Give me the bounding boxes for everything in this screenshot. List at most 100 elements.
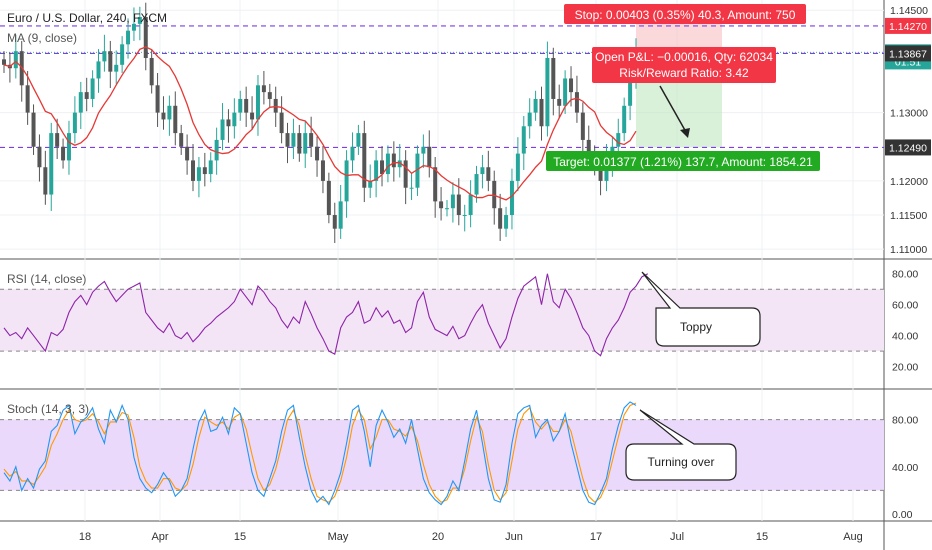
candle-body (444, 208, 449, 210)
candle-body (551, 57, 556, 99)
price-tick-label: 1.13000 (890, 108, 928, 120)
candle-body (66, 133, 71, 161)
ma-legend: MA (9, close) (7, 31, 77, 45)
candle-body (244, 98, 249, 113)
candle-body (179, 133, 184, 147)
stop-label-text: Stop: 0.00403 (0.35%) 40.3, Amount: 750 (575, 8, 796, 22)
candle-body (403, 160, 408, 188)
candle-body (545, 57, 550, 127)
rsi-title: RSI (14, close) (7, 272, 86, 286)
candle-body (161, 112, 166, 120)
candle-body (409, 187, 414, 189)
target-label[interactable]: Target: 0.01377 (1.21%) 137.7, Amount: 1… (546, 151, 820, 171)
stoch-tick-label: 80.00 (892, 415, 918, 427)
toppy-callout[interactable]: Toppy (641, 271, 761, 347)
candle-body (598, 167, 603, 181)
candle-body (143, 17, 148, 58)
candle-body (557, 98, 562, 106)
candle-body (78, 92, 83, 113)
candle-body (374, 160, 379, 181)
candle-body (25, 85, 30, 113)
candle-body (173, 105, 178, 134)
candle-body (137, 17, 142, 24)
price-axis[interactable]: 1.14500 1.13000 1.12000 1.11500 1.11000 1.142… (885, 5, 931, 256)
time-tick-label: 18 (79, 531, 91, 543)
candle-body (456, 194, 461, 216)
rsi-tick-label: 20.00 (892, 362, 918, 374)
rsi-tick-label: 60.00 (892, 300, 918, 312)
candle-body (492, 180, 497, 209)
candle-body (320, 160, 325, 181)
rsi-axis[interactable]: 80.00 60.00 40.00 20.00 (892, 269, 918, 374)
turning-over-callout[interactable]: Turning over (625, 409, 737, 481)
candle-body (628, 78, 633, 106)
turning-over-callout-shape (625, 409, 737, 481)
stoch-k-line (3, 401, 637, 506)
candle-body (569, 78, 574, 93)
candle-body (108, 51, 113, 72)
stoch-axis[interactable]: 80.00 40.00 0.00 (892, 415, 918, 521)
time-tick-label: May (328, 531, 349, 543)
candle-body (309, 133, 314, 147)
price-tick-label: 1.12000 (890, 176, 928, 188)
candle-body (126, 30, 131, 45)
candle-body (474, 174, 479, 195)
symbol-title: Euro / U.S. Dollar, 240, FXCM (7, 11, 167, 25)
projection-arrow (659, 85, 687, 133)
candle-body (580, 112, 585, 140)
stoch-title: Stoch (14, 3, 3) (7, 402, 89, 416)
candle-body (13, 51, 18, 69)
candle-body (273, 98, 278, 113)
candle-body (120, 44, 125, 65)
time-tick-label: Apr (151, 531, 168, 543)
candle-body (102, 51, 107, 62)
candle-body (515, 153, 520, 181)
price-tick-label: 1.11500 (890, 210, 927, 222)
candle-body (586, 139, 591, 154)
ma-line (3, 46, 637, 201)
toppy-callout-shape (641, 271, 761, 347)
candle-body (498, 208, 503, 229)
candle-body (385, 153, 390, 175)
candle-body (315, 146, 320, 161)
candle-body (250, 112, 255, 120)
price-tag-label: 1.13867 (889, 48, 927, 60)
stoch-band-lines (0, 419, 884, 491)
time-tick-label: 15 (756, 531, 768, 543)
candle-body (96, 61, 101, 79)
candle-body (49, 133, 54, 195)
stop-label[interactable]: Stop: 0.00403 (0.35%) 40.3, Amount: 750 (564, 4, 806, 24)
candle-body (208, 160, 213, 175)
stop-box (564, 4, 806, 24)
stoch-band (0, 419, 884, 491)
candle-body (427, 146, 432, 168)
price-tag (885, 45, 931, 62)
stoch-pane: Stoch (14, 3, 3) Turning over (0, 401, 884, 506)
rsi-line (3, 273, 649, 357)
candle-body (55, 133, 60, 147)
candle-body (31, 112, 36, 147)
time-axis[interactable]: 18 Apr 15 May 20 Jun 17 Jul 15 Aug (79, 531, 863, 543)
candle-body (303, 133, 308, 154)
candle-body (415, 153, 420, 188)
candle-body (232, 112, 237, 127)
candle-body (574, 92, 579, 113)
time-tick-label: Jul (670, 531, 684, 543)
candle-body (238, 98, 243, 113)
pnl-box (592, 47, 776, 83)
candle-body (2, 59, 6, 65)
candle-body (350, 146, 355, 161)
time-tick-label: 20 (432, 531, 444, 543)
candle-body (509, 180, 514, 216)
time-tick-label: Aug (843, 531, 863, 543)
candle-body (421, 146, 426, 154)
arrow-head-icon (680, 128, 690, 138)
candle-body (90, 78, 95, 99)
price-tag-label: 1.12490 (889, 142, 927, 154)
pnl-label[interactable]: Open P&L: −0.00016, Qty: 62034 Risk/Rewa… (592, 47, 776, 83)
candle-body (539, 98, 544, 127)
candle-body (616, 133, 621, 147)
candle-body (368, 180, 373, 188)
candle-body (285, 133, 290, 147)
